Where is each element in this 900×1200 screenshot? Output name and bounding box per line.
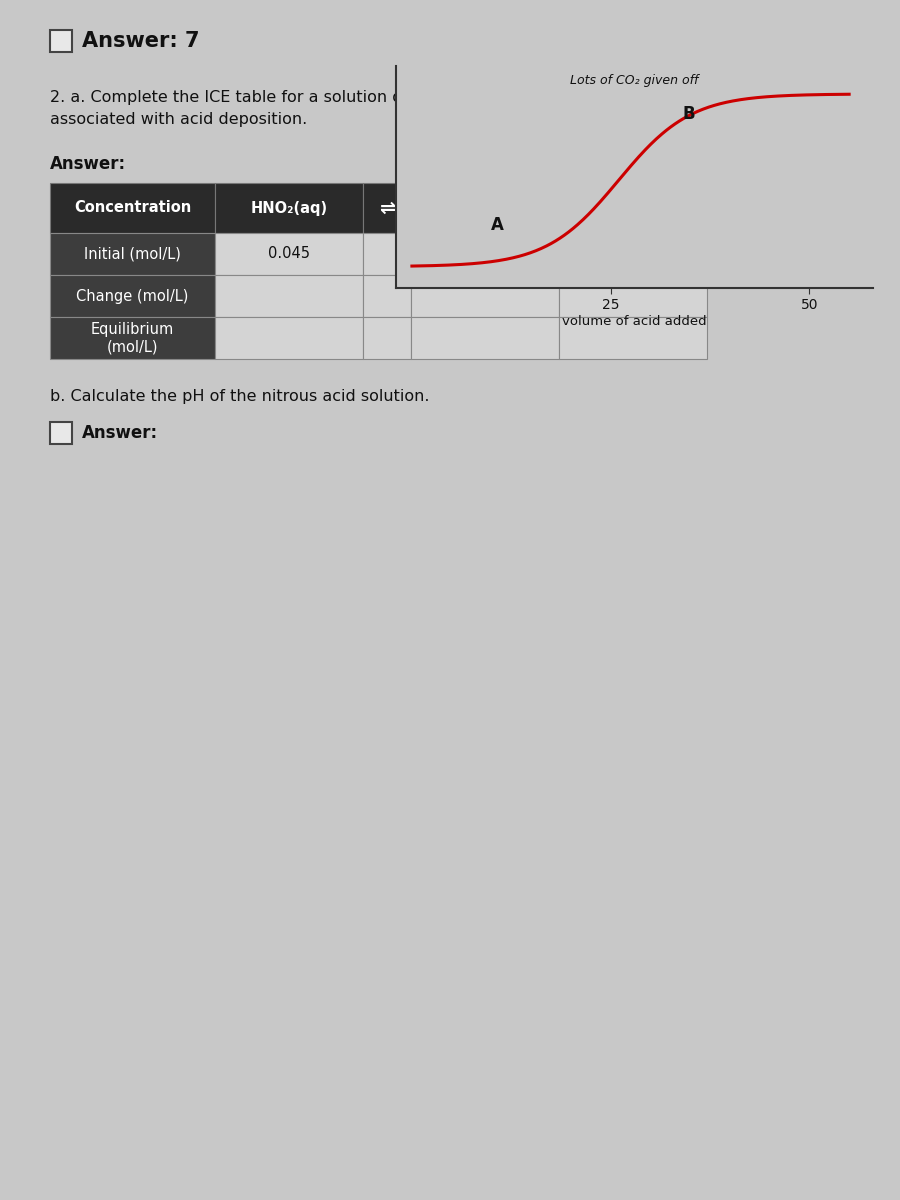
Text: Concentration: Concentration [74, 200, 191, 216]
Text: HNO₂(aq): HNO₂(aq) [250, 200, 328, 216]
Bar [215, 317, 363, 359]
X-axis label: volume of acid added: volume of acid added [562, 316, 706, 328]
Bar [50, 275, 215, 317]
Text: Initial (mol/L): Initial (mol/L) [84, 246, 181, 262]
Bar [363, 233, 411, 275]
Text: Answer:: Answer: [50, 155, 126, 173]
Bar [215, 233, 363, 275]
Bar [559, 317, 707, 359]
Text: b. Calculate the pH of the nitrous acid solution.: b. Calculate the pH of the nitrous acid … [50, 389, 429, 404]
Text: Answer: 7: Answer: 7 [82, 31, 200, 50]
Bar [411, 233, 559, 275]
Text: 0.045: 0.045 [268, 246, 310, 262]
Bar [50, 182, 215, 233]
Bar [411, 275, 559, 317]
Bar [559, 182, 707, 233]
Bar [559, 233, 707, 275]
Text: 0.0043: 0.0043 [459, 246, 510, 262]
Bar [559, 275, 707, 317]
Bar [411, 317, 559, 359]
Bar [215, 182, 363, 233]
Text: B: B [682, 104, 695, 122]
Bar [50, 422, 72, 444]
Bar [50, 233, 215, 275]
Text: Lots of CO₂ given off: Lots of CO₂ given off [571, 74, 698, 88]
Text: Change (mol/L): Change (mol/L) [76, 288, 189, 304]
Bar [363, 182, 411, 233]
Text: H₃O⁺(aq): H₃O⁺(aq) [449, 200, 521, 216]
Bar [50, 30, 72, 52]
Text: Answer:: Answer: [82, 424, 158, 442]
Text: A: A [491, 216, 504, 234]
Bar [363, 275, 411, 317]
Text: associated with acid deposition.: associated with acid deposition. [50, 112, 307, 127]
Text: NO₂⁻(aq): NO₂⁻(aq) [597, 200, 670, 216]
Text: 2. a. Complete the ICE table for a solution of nitrous acid, HNO₂(aq), one of th: 2. a. Complete the ICE table for a solut… [50, 90, 732, 104]
Text: ⇌: ⇌ [379, 198, 395, 217]
Bar [215, 275, 363, 317]
Text: Equilibrium
(mol/L): Equilibrium (mol/L) [91, 322, 174, 354]
Bar [363, 317, 411, 359]
Bar [411, 182, 559, 233]
Bar [50, 317, 215, 359]
